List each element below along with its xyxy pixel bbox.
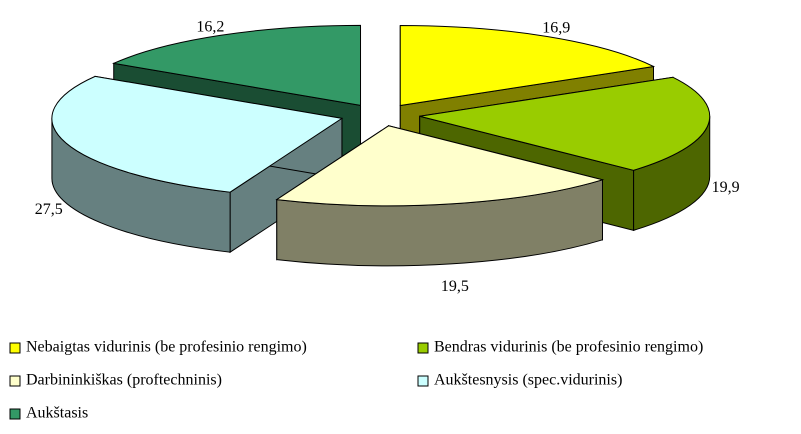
legend-swatch [9,375,21,387]
legend-label: Aukštesnysis (spec.vidurinis) [434,372,622,389]
slice-top [399,24,656,107]
slice-top [419,76,711,171]
legend-label: Aukštasis [26,405,88,422]
legend-label: Nebaigtas vidurinis (be profesinio rengi… [26,339,307,356]
slice-top [275,125,605,207]
legend-swatch [9,342,21,354]
legend-label: Darbininkiškas (proftechninis) [26,372,222,389]
data-label: 19,9 [712,179,740,196]
legend-swatch [9,408,21,420]
slice [275,124,605,267]
slice-top [112,24,362,106]
slice-top [51,75,344,193]
data-label: 16,2 [196,18,224,35]
data-label: 19,5 [441,278,469,295]
data-label: 16,9 [542,19,570,36]
legend-swatch [417,342,429,354]
data-label: 27,5 [35,201,63,218]
legend-label: Bendras vidurinis (be profesinio rengimo… [434,339,703,356]
legend-swatch [417,375,429,387]
